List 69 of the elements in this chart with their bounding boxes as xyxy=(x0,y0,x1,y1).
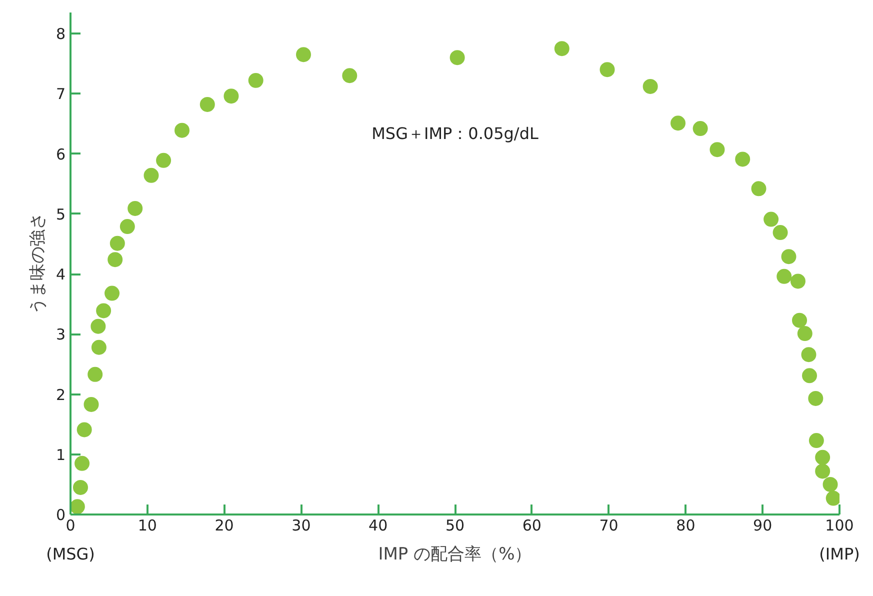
point xyxy=(450,50,465,66)
point xyxy=(224,88,239,104)
point xyxy=(104,286,120,301)
point xyxy=(822,476,838,492)
point xyxy=(797,326,812,342)
x-tick-label: 60 xyxy=(522,516,542,534)
x-tick-label: 20 xyxy=(214,516,234,534)
point xyxy=(156,152,172,168)
point xyxy=(790,274,806,289)
point xyxy=(74,456,90,471)
x-tick-label: 30 xyxy=(292,516,311,534)
x-tick-label: 90 xyxy=(753,516,772,534)
point xyxy=(96,303,112,318)
point xyxy=(776,268,792,284)
point xyxy=(710,142,725,158)
y-tick-label: 2 xyxy=(56,386,66,404)
point xyxy=(735,152,750,167)
point xyxy=(296,47,312,62)
x-tick-label: 50 xyxy=(445,516,465,534)
y-tick-label: 5 xyxy=(56,205,66,224)
x-tick-label: 100 xyxy=(825,516,854,534)
point xyxy=(554,41,570,56)
point xyxy=(108,252,123,268)
point xyxy=(801,347,816,362)
point xyxy=(91,340,106,355)
x-tick-label: 80 xyxy=(676,516,696,534)
y-axis-title: うま味の強さ xyxy=(28,212,48,314)
point xyxy=(90,318,106,334)
point xyxy=(128,201,143,216)
point xyxy=(600,62,615,78)
y-tick-label: 6 xyxy=(56,145,66,164)
text: (IMP) xyxy=(819,544,860,564)
point xyxy=(808,433,824,448)
y-tick-label: 3 xyxy=(56,326,66,344)
y-tick-label: 1 xyxy=(56,446,66,464)
point xyxy=(84,396,99,412)
point xyxy=(342,68,358,84)
point xyxy=(808,390,824,406)
x-tick-label: 10 xyxy=(138,516,157,534)
point xyxy=(174,122,190,138)
point xyxy=(88,366,103,382)
x-axis-title: IMP の配合率（%） xyxy=(378,544,532,564)
point xyxy=(815,464,830,479)
point xyxy=(248,72,264,88)
point xyxy=(76,422,92,438)
point xyxy=(70,499,85,514)
y-tick-label: 7 xyxy=(56,85,66,104)
point xyxy=(110,236,125,251)
point xyxy=(764,212,779,227)
point xyxy=(802,368,818,384)
point xyxy=(200,96,215,112)
point xyxy=(144,168,159,183)
point xyxy=(772,225,788,240)
y-tick-label: 4 xyxy=(56,266,66,284)
text: (MSG) xyxy=(46,544,95,564)
point xyxy=(692,121,708,136)
x-tick-label: 70 xyxy=(599,516,618,534)
annotation: MSG＋IMP：0.05g/dL xyxy=(372,124,538,144)
y-tick-label: 8 xyxy=(56,25,66,44)
point xyxy=(670,116,686,131)
point xyxy=(120,219,135,234)
point xyxy=(792,312,808,328)
point xyxy=(781,249,796,264)
point xyxy=(751,181,766,196)
point xyxy=(815,450,830,465)
point xyxy=(72,480,88,495)
point xyxy=(826,490,840,506)
point xyxy=(642,78,658,94)
x-tick-label: 40 xyxy=(368,516,388,534)
